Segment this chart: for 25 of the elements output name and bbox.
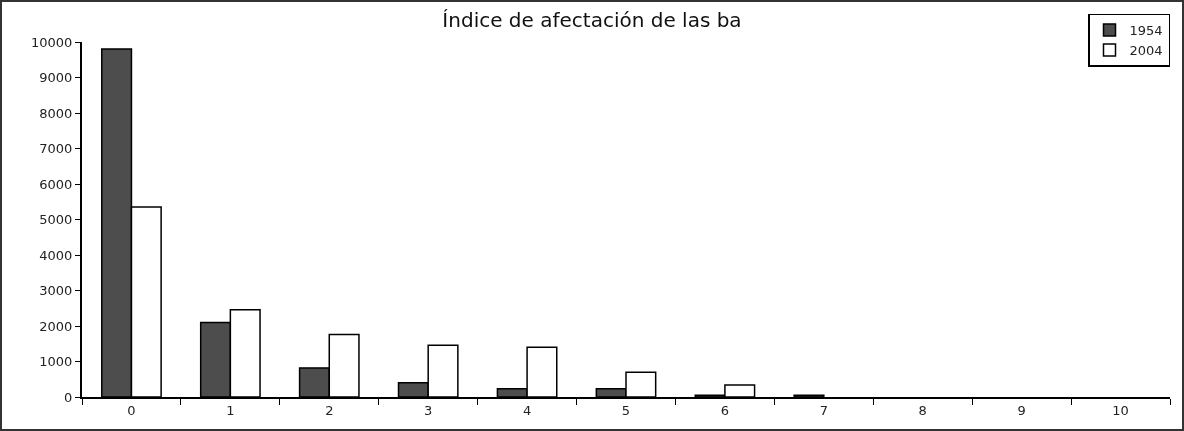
y-tick-label: 4000 — [39, 247, 73, 263]
y-tick-label: 10000 — [31, 34, 73, 50]
y-tick-label: 1000 — [39, 354, 73, 370]
y-tick-label: 5000 — [39, 212, 73, 228]
y-tick-label: 7000 — [39, 141, 73, 157]
x-tick-label: 2 — [325, 402, 334, 418]
y-tick-label: 8000 — [39, 105, 73, 121]
x-tick-label: 7 — [819, 402, 828, 418]
x-tick-label: 1 — [226, 402, 235, 418]
y-tick-label: 9000 — [39, 70, 73, 86]
x-tick-label: 10 — [1112, 402, 1129, 418]
x-tick-label: 6 — [720, 402, 730, 418]
chart-title: Índice de afectación de las ba — [442, 7, 742, 32]
x-tick-label: 4 — [522, 402, 532, 418]
x-tick-label: 0 — [127, 402, 136, 418]
y-tick-label: 6000 — [39, 176, 73, 192]
x-tick-label: 5 — [621, 402, 631, 418]
x-tick-label: 8 — [918, 402, 927, 418]
y-tick-label: 3000 — [39, 283, 73, 299]
y-tick-label: 2000 — [39, 318, 73, 334]
y-tick-label: 0 — [64, 389, 73, 405]
x-tick-label: 9 — [1017, 402, 1026, 418]
legend-label: 1954 — [1129, 23, 1163, 39]
legend-label: 2004 — [1129, 43, 1163, 59]
x-tick-label: 3 — [424, 402, 433, 418]
